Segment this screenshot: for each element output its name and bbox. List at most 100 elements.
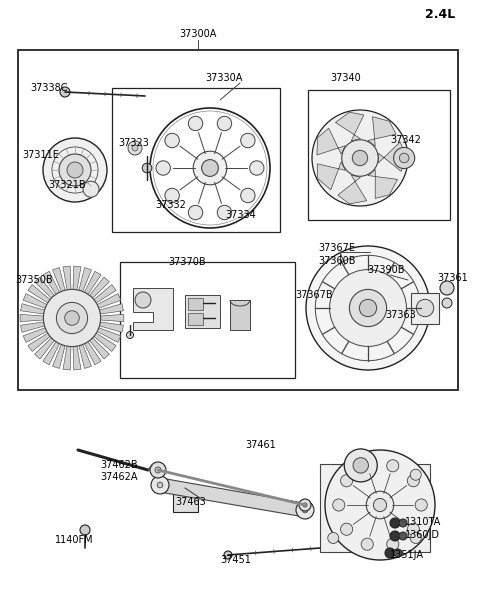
Circle shape [188, 116, 203, 131]
Circle shape [60, 87, 70, 97]
Polygon shape [52, 345, 65, 368]
Polygon shape [90, 277, 109, 298]
Circle shape [415, 499, 427, 511]
Circle shape [80, 525, 90, 535]
Circle shape [127, 331, 133, 339]
Circle shape [217, 116, 232, 131]
Circle shape [217, 206, 232, 219]
Circle shape [57, 302, 87, 334]
Circle shape [157, 482, 163, 488]
Circle shape [328, 533, 339, 544]
Text: 37340: 37340 [330, 73, 361, 83]
Text: 1360JD: 1360JD [405, 530, 440, 540]
Text: 37361: 37361 [437, 273, 468, 283]
Circle shape [342, 140, 378, 176]
Polygon shape [63, 266, 71, 290]
Circle shape [306, 246, 430, 370]
Text: 37451: 37451 [220, 555, 251, 565]
Polygon shape [317, 162, 345, 190]
Circle shape [442, 298, 452, 308]
Polygon shape [35, 338, 54, 359]
Text: 37300A: 37300A [180, 29, 216, 39]
Polygon shape [90, 338, 109, 359]
Circle shape [59, 154, 91, 186]
Text: 37367E: 37367E [318, 243, 355, 253]
Circle shape [240, 133, 255, 148]
Circle shape [250, 161, 264, 175]
Polygon shape [133, 288, 173, 330]
Circle shape [366, 491, 394, 519]
Circle shape [385, 548, 395, 558]
Circle shape [135, 292, 151, 308]
Text: 37311E: 37311E [22, 150, 59, 160]
Circle shape [344, 449, 377, 482]
Text: 1140FM: 1140FM [55, 535, 94, 545]
Text: 37338C: 37338C [30, 83, 68, 93]
Circle shape [410, 533, 421, 544]
Circle shape [341, 475, 353, 487]
Polygon shape [317, 128, 345, 155]
Text: 37463: 37463 [175, 497, 206, 507]
Polygon shape [99, 303, 123, 314]
Bar [18, 50, 458, 390]
Circle shape [142, 163, 152, 173]
Polygon shape [63, 346, 71, 370]
Circle shape [390, 531, 400, 541]
Text: 1351JA: 1351JA [390, 550, 424, 560]
Circle shape [399, 519, 407, 527]
Polygon shape [21, 322, 45, 333]
Polygon shape [21, 303, 45, 314]
Text: 37332: 37332 [155, 200, 186, 210]
Circle shape [128, 141, 142, 155]
Polygon shape [79, 345, 92, 368]
Circle shape [390, 518, 400, 528]
Circle shape [408, 475, 420, 487]
Circle shape [416, 299, 434, 317]
Polygon shape [35, 277, 54, 298]
Bar [120, 262, 295, 378]
Polygon shape [379, 142, 407, 171]
Circle shape [361, 538, 373, 550]
Bar [173, 492, 198, 512]
Text: 37367B: 37367B [295, 290, 333, 300]
Polygon shape [97, 294, 121, 308]
Text: 2.4L: 2.4L [425, 7, 455, 21]
Circle shape [440, 281, 454, 295]
Bar [112, 88, 280, 232]
Polygon shape [28, 333, 50, 351]
Polygon shape [338, 175, 367, 204]
Bar [320, 464, 430, 551]
Circle shape [165, 188, 180, 202]
Bar [411, 292, 439, 323]
Circle shape [224, 551, 232, 559]
Polygon shape [97, 328, 121, 342]
Text: 37363: 37363 [385, 310, 416, 320]
Circle shape [325, 450, 435, 560]
Circle shape [150, 462, 166, 478]
Circle shape [399, 153, 409, 163]
Circle shape [330, 269, 407, 347]
Circle shape [43, 138, 107, 202]
Circle shape [202, 160, 218, 176]
Circle shape [165, 133, 180, 148]
Text: 37321B: 37321B [48, 180, 85, 190]
Circle shape [341, 523, 353, 535]
Polygon shape [368, 117, 396, 147]
Circle shape [188, 206, 203, 219]
Polygon shape [23, 328, 47, 342]
Circle shape [352, 150, 368, 166]
Polygon shape [84, 342, 101, 365]
Polygon shape [52, 268, 65, 291]
Polygon shape [73, 266, 81, 290]
Circle shape [155, 467, 161, 473]
Circle shape [67, 162, 83, 178]
Polygon shape [43, 342, 60, 365]
Text: 37462B: 37462B [100, 460, 138, 470]
Circle shape [387, 538, 399, 550]
Circle shape [240, 188, 255, 202]
Circle shape [193, 151, 227, 185]
Polygon shape [73, 346, 81, 370]
Polygon shape [99, 322, 123, 333]
Circle shape [83, 181, 99, 197]
Polygon shape [368, 170, 397, 198]
